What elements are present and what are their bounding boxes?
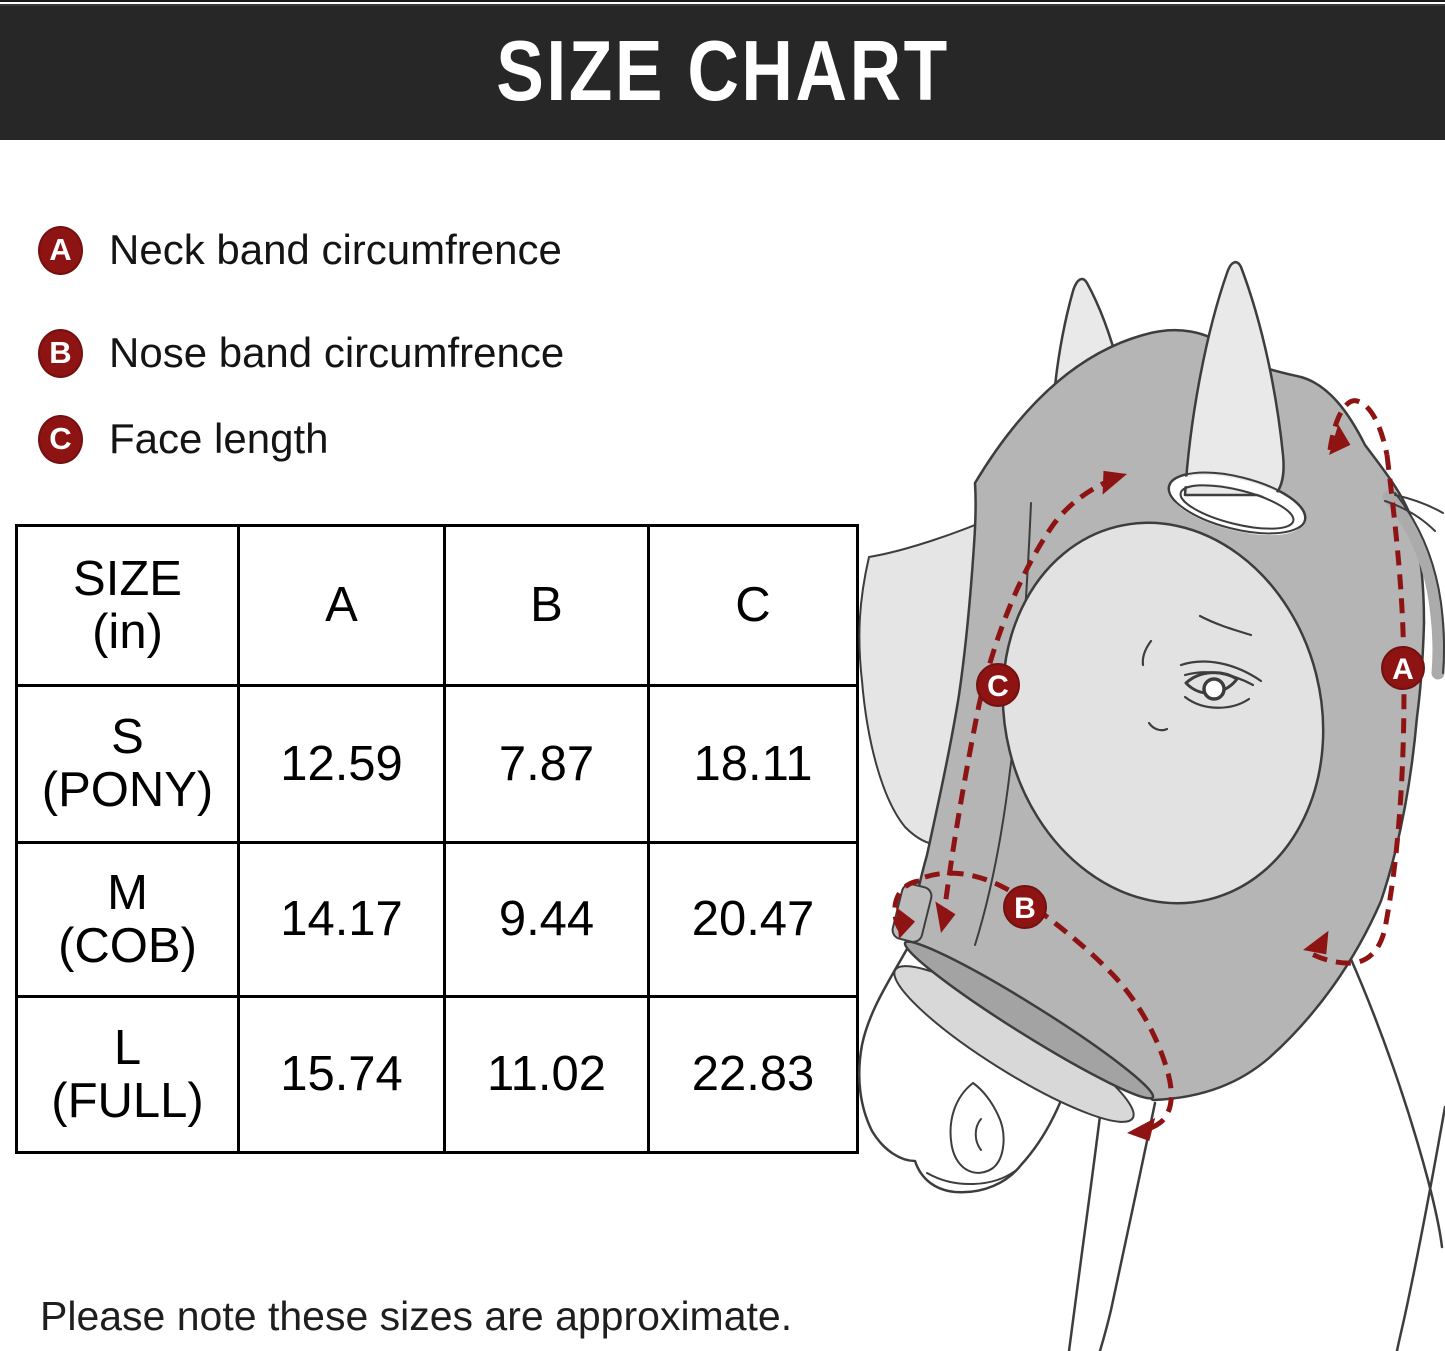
arrowhead-c-bottom xyxy=(935,901,956,933)
legend-label-face-length: Face length xyxy=(109,415,329,462)
cell-l-c: 22.83 xyxy=(647,995,859,1154)
arrowhead-b-end xyxy=(1127,1117,1156,1141)
marker-badge-a-label: A xyxy=(1392,653,1414,686)
horse-jaw-line xyxy=(1098,1101,1157,1351)
legend-label-neck-band: Neck band circumfrence xyxy=(109,226,562,273)
size-table-container: SIZE (in) A B C S (PONY) 12.59 7.87 18.1… xyxy=(15,524,859,1154)
horse-throat-line xyxy=(1067,1073,1107,1351)
ear-hole-rim-outer-line xyxy=(1167,471,1307,535)
legend-badge-a: A xyxy=(38,225,83,275)
horse-nostril xyxy=(949,1082,1005,1174)
legend-badge-b: B xyxy=(38,328,83,378)
neck-shading-strip xyxy=(1382,490,1445,680)
measure-line-b xyxy=(924,870,1174,1135)
legend-item-nose-band: B Nose band circumfrence xyxy=(38,328,564,378)
page-title: SIZE CHART xyxy=(453,23,993,121)
mask-seam-line xyxy=(974,502,1032,946)
cell-m-a: 14.17 xyxy=(237,841,446,998)
marker-badge-b-circle xyxy=(1003,885,1047,929)
marker-badges: C A B xyxy=(976,646,1425,929)
table-row-l-full: L (FULL) 15.74 11.02 22.83 xyxy=(15,995,859,1154)
cell-l-b: 11.02 xyxy=(443,995,650,1154)
page-title-text: SIZE CHART xyxy=(495,24,950,119)
arrowhead-a-top xyxy=(1329,424,1351,455)
legend-label-nose-band: Nose band circumfrence xyxy=(109,329,565,376)
title-bar: SIZE CHART xyxy=(0,4,1445,140)
table-header-row: SIZE (in) A B C xyxy=(15,524,859,687)
legend-badge-c: C xyxy=(38,414,83,464)
marker-badge-a-circle xyxy=(1381,646,1425,690)
cell-l-a: 15.74 xyxy=(237,995,446,1154)
cell-m-b: 9.44 xyxy=(443,841,650,998)
row-label-line1: M xyxy=(107,865,148,920)
legend-item-neck-band: A Neck band circumfrence xyxy=(38,225,562,275)
table-row-s-pony: S (PONY) 12.59 7.87 18.11 xyxy=(15,684,859,844)
measurement-annotations xyxy=(892,398,1407,1135)
nose-band xyxy=(903,940,1155,1100)
marker-badge-b-label: B xyxy=(1014,892,1036,925)
row-label-line1: L xyxy=(113,1020,142,1075)
arrowhead-a-bottom xyxy=(1303,930,1329,955)
horse-eye xyxy=(1141,614,1263,732)
marker-badge-c-label: C xyxy=(987,670,1009,703)
arrowhead-c-top xyxy=(1102,470,1127,495)
cell-s-b: 7.87 xyxy=(443,684,650,844)
cell-s-a: 12.59 xyxy=(237,684,446,844)
size-table: SIZE (in) A B C S (PONY) 12.59 7.87 18.1… xyxy=(15,524,859,1154)
ear-hole-rim-inner-line xyxy=(1179,484,1295,530)
table-header-c: C xyxy=(647,524,859,687)
measure-line-c xyxy=(940,474,1120,924)
size-header-line1: SIZE xyxy=(73,551,182,606)
measure-line-a xyxy=(1306,454,1407,966)
horse-neck-front-line xyxy=(1348,955,1444,1249)
table-header-b: B xyxy=(443,524,650,687)
marker-badge-c-circle xyxy=(976,663,1020,707)
row-label-line2: (COB) xyxy=(58,918,197,973)
row-label-m-cob: M (COB) xyxy=(15,841,240,998)
row-label-l-full: L (FULL) xyxy=(15,995,240,1154)
cell-m-c: 20.47 xyxy=(647,841,859,998)
top-divider xyxy=(0,0,1445,2)
row-label-line2: (FULL) xyxy=(51,1073,204,1128)
horse-right-ear xyxy=(1183,260,1285,497)
horse-fly-mask-illustration: C A B xyxy=(857,260,1445,1351)
table-row-m-cob: M (COB) 14.17 9.44 20.47 xyxy=(15,841,859,998)
measurement-arrowheads xyxy=(896,424,1351,1141)
table-header-a: A xyxy=(237,524,446,687)
approximate-sizes-note: Please note these sizes are approximate. xyxy=(40,1293,793,1339)
mane-stroke-2 xyxy=(1394,494,1444,514)
cell-s-c: 18.11 xyxy=(647,684,859,844)
measure-arc-a-top xyxy=(1327,398,1390,456)
row-label-s-pony: S (PONY) xyxy=(15,684,240,844)
ear-hole-rim-band xyxy=(1170,474,1304,536)
table-header-size: SIZE (in) xyxy=(15,524,240,687)
neck-outline xyxy=(1394,492,1445,674)
horse-nostril-inner xyxy=(974,1118,982,1151)
horse-chest-line xyxy=(1395,1105,1445,1351)
arrowhead-b-loop xyxy=(896,907,916,939)
legend-item-face-length: C Face length xyxy=(38,414,328,464)
eye-window xyxy=(1001,521,1325,905)
horse-mouth-line xyxy=(926,1170,1016,1185)
size-header-line2: (in) xyxy=(92,604,163,659)
row-label-line1: S xyxy=(111,710,144,765)
mane-stroke-1 xyxy=(1384,500,1436,532)
row-label-line2: (PONY) xyxy=(41,763,214,817)
